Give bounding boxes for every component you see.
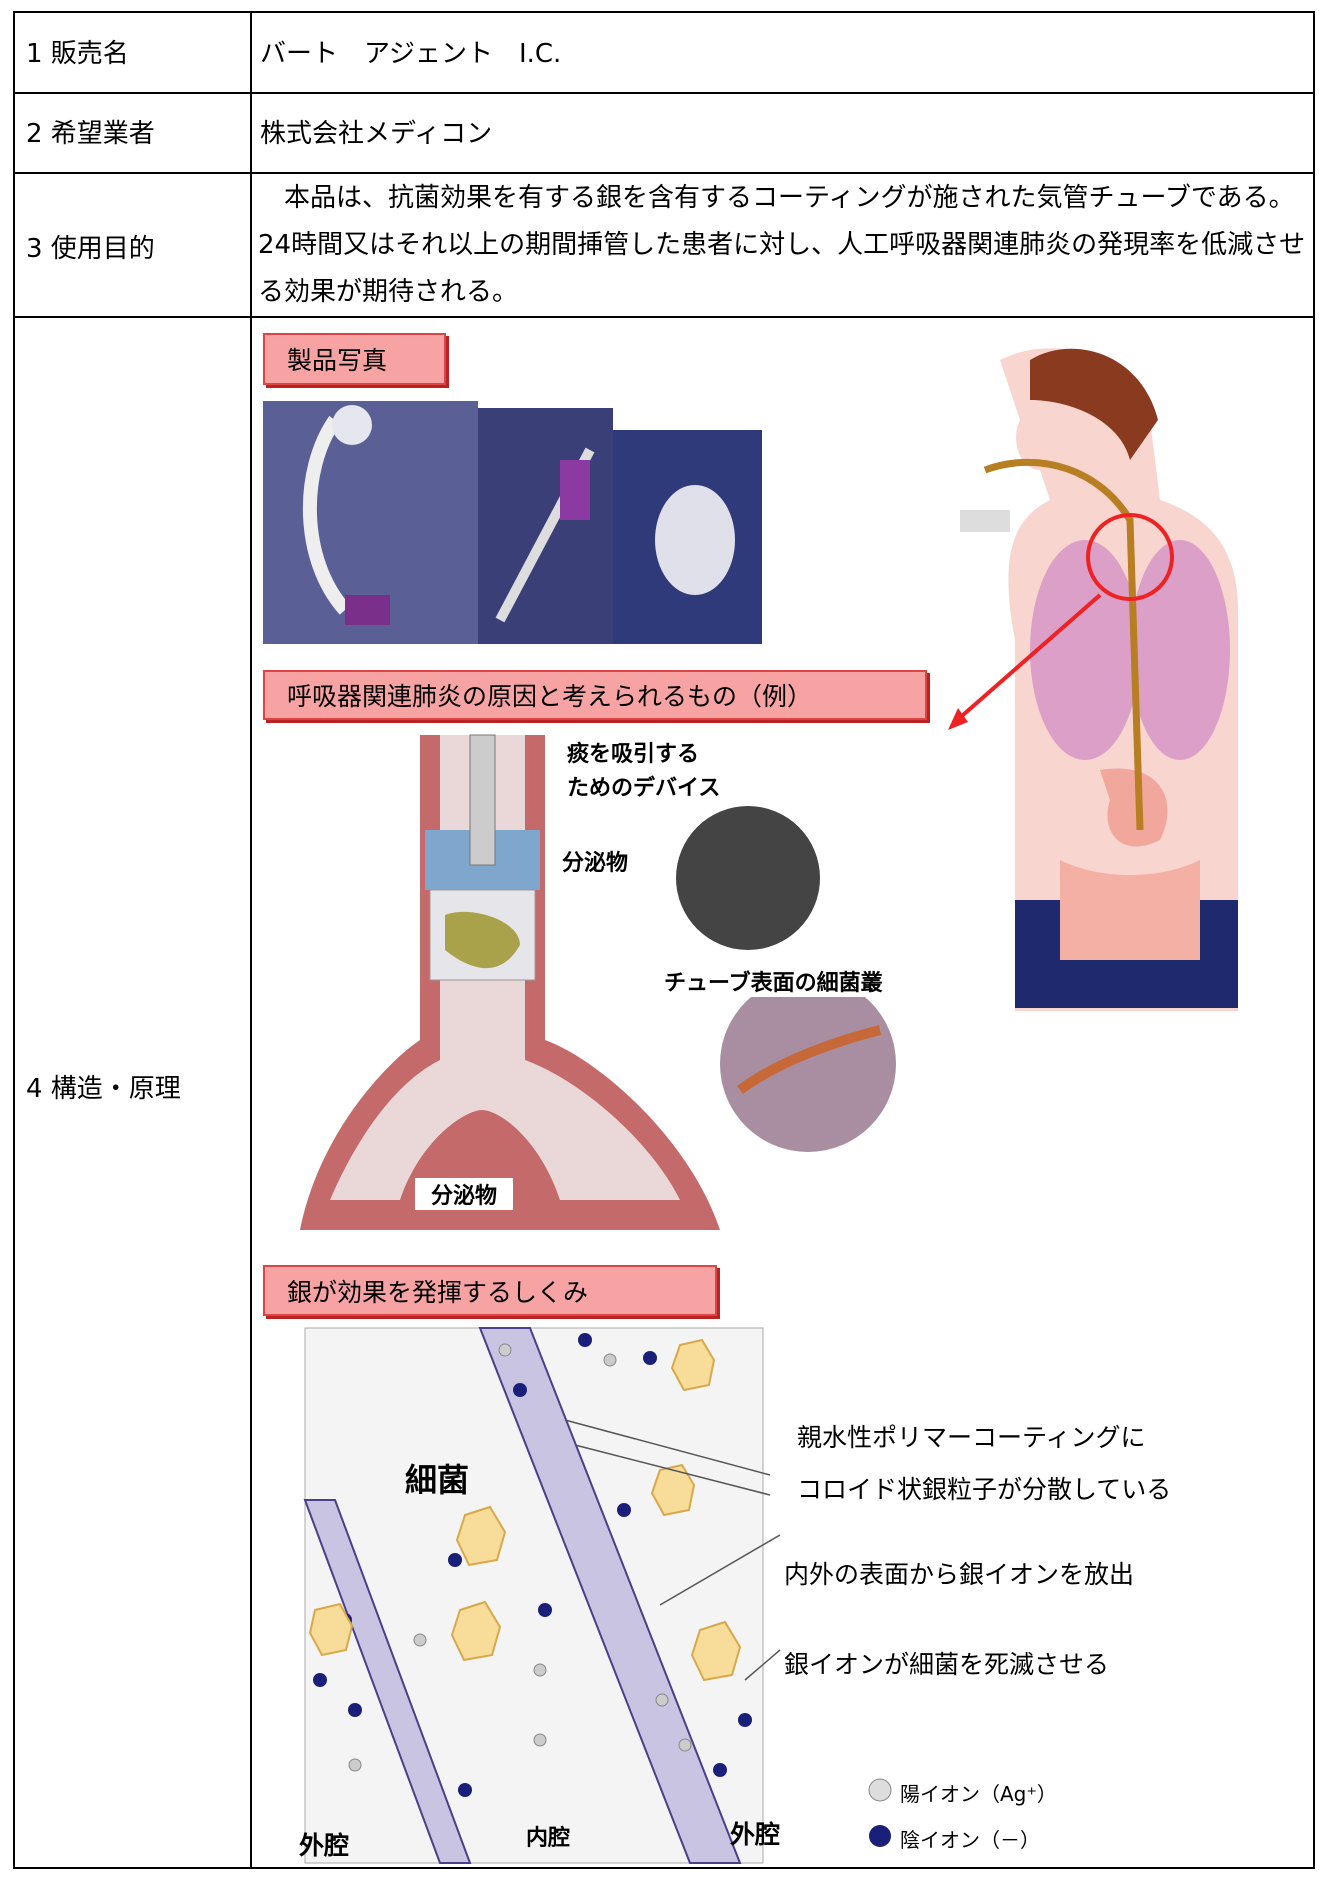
figure-label: 細菌 xyxy=(405,1461,470,1499)
figure-label: 分泌物 xyxy=(552,845,639,877)
legend-label: 陰イオン（－） xyxy=(900,1828,1040,1852)
row-label: 3 使用目的 xyxy=(26,234,155,264)
section-heading: 呼吸器関連肺炎の原因と考えられるもの（例） xyxy=(263,670,927,720)
section-heading: 製品写真 xyxy=(263,333,446,385)
row-label: 2 希望業者 xyxy=(26,119,155,149)
figure-label: 内腔 xyxy=(526,1826,571,1851)
figure-label: 銀イオンが細菌を死滅させる xyxy=(784,1650,1110,1679)
figure-label: 痰を吸引する xyxy=(567,742,700,767)
row-content: 本品は、抗菌効果を有する銀を含有するコーティングが施された気管チューブである。2… xyxy=(258,183,1306,307)
row-label: 1 販売名 xyxy=(26,39,129,69)
figure-label: 外腔 xyxy=(730,1820,781,1849)
figure-label: 内外の表面から銀イオンを放出 xyxy=(784,1560,1135,1589)
row-content: バート アジェント I.C. xyxy=(260,39,562,69)
figure-label: チューブ表面の細菌叢 xyxy=(658,965,889,997)
legend-label: 陽イオン（Ag⁺） xyxy=(900,1782,1057,1806)
figure-label: 親水性ポリマーコーティングに xyxy=(797,1423,1146,1452)
figure-label: ためのデバイス xyxy=(567,770,721,802)
figure-label: 外腔 xyxy=(299,1831,350,1860)
figure-label: コロイド状銀粒子が分散している xyxy=(797,1475,1172,1504)
figure-label: 分泌物 xyxy=(415,1178,514,1210)
section-heading: 銀が効果を発揮するしくみ xyxy=(263,1265,717,1316)
row-label: 4 構造・原理 xyxy=(26,1074,181,1104)
row-content: 株式会社メディコン xyxy=(260,119,493,149)
